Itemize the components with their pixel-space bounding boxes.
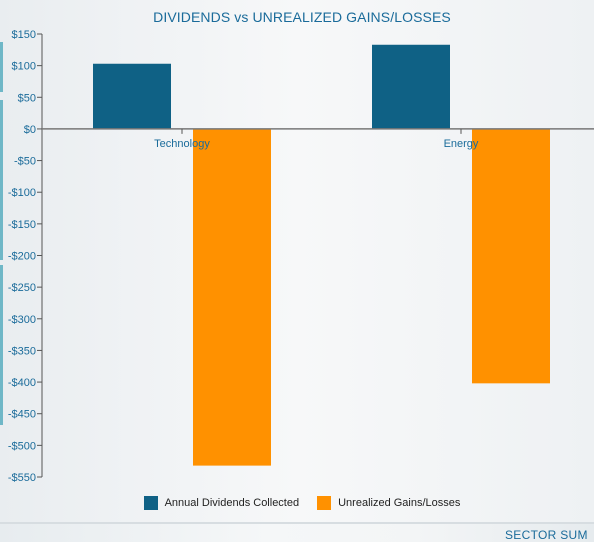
legend-label-dividends: Annual Dividends Collected (164, 497, 300, 509)
y-tick-label: -$100 (8, 187, 36, 199)
y-tick-label: $150 (12, 29, 36, 41)
sector-summary-heading: SECTOR SUM (505, 528, 588, 542)
y-tick-label: -$400 (8, 377, 36, 389)
chart-title: DIVIDENDS vs UNREALIZED GAINS/LOSSES (153, 9, 451, 25)
legend-item-dividends[interactable]: Annual Dividends Collected (143, 496, 300, 510)
bar-gains-technology (193, 128, 271, 466)
x-category-label: Technology (154, 138, 210, 150)
y-tick-label: -$250 (8, 282, 36, 294)
y-tick-label: $50 (18, 92, 36, 104)
y-tick-label: $100 (12, 61, 36, 73)
legend-swatch-gains (317, 496, 332, 510)
y-tick-label: -$350 (8, 345, 36, 357)
legend-swatch-dividends (143, 496, 158, 510)
bar-chart: $150 $100 $50 $0 -$50 -$100 -$150 -$200 -$250 -$3… (8, 29, 594, 484)
y-tick-label: -$300 (8, 314, 36, 326)
x-axis: Technology Energy (42, 128, 594, 150)
y-tick-label: -$150 (8, 219, 36, 231)
bars (93, 44, 550, 466)
accent-bar-lower (0, 265, 3, 425)
bar-gains-energy (472, 128, 550, 384)
accent-bar-upper (0, 42, 3, 92)
y-tick-label: -$450 (8, 409, 36, 421)
y-tick-label: -$500 (8, 440, 36, 452)
y-tick-label: -$200 (8, 251, 36, 263)
y-tick-label: -$550 (8, 472, 36, 484)
y-axis: $150 $100 $50 $0 -$50 -$100 -$150 -$200 -$250 -$3… (8, 29, 43, 484)
bar-dividends-technology (93, 63, 171, 129)
footer-divider (0, 522, 594, 524)
y-tick-label: $0 (24, 124, 36, 136)
legend: Annual Dividends Collected Unrealized Ga… (0, 496, 594, 510)
accent-bar-middle (0, 100, 3, 260)
legend-label-gains: Unrealized Gains/Losses (338, 497, 461, 509)
bar-dividends-energy (372, 44, 450, 129)
legend-item-gains[interactable]: Unrealized Gains/Losses (317, 496, 460, 510)
y-tick-label: -$50 (14, 156, 36, 168)
x-category-label: Energy (444, 138, 479, 150)
